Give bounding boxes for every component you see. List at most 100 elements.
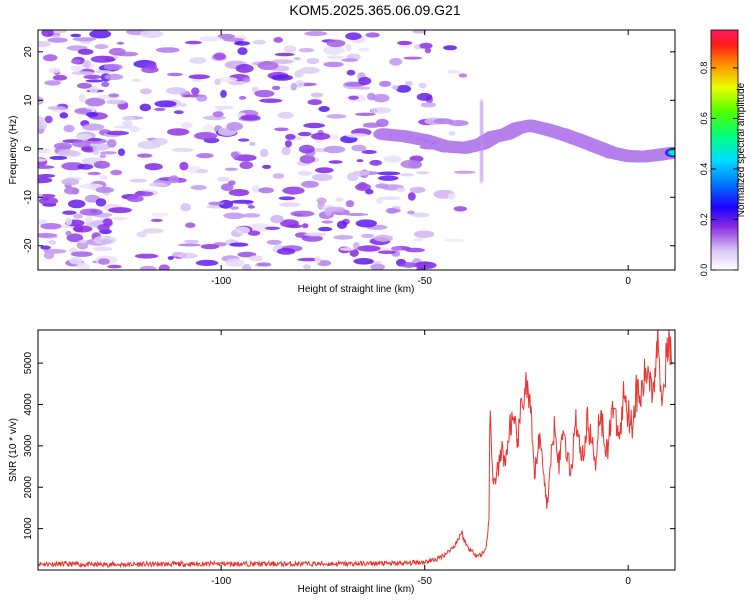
noise-blob xyxy=(154,107,166,111)
noise-blob xyxy=(94,44,109,50)
noise-blob xyxy=(85,97,106,107)
noise-blob xyxy=(383,155,402,163)
noise-blob xyxy=(240,114,261,121)
noise-blob xyxy=(147,63,157,70)
snr-x-label: Height of straight line (km) xyxy=(298,584,415,595)
noise-blob xyxy=(38,165,55,169)
noise-blob xyxy=(83,74,102,80)
noise-blob xyxy=(271,59,294,64)
noise-blob xyxy=(38,196,59,206)
noise-blob xyxy=(190,185,207,190)
noise-blob xyxy=(453,170,476,174)
noise-blob xyxy=(134,253,159,259)
noise-blob xyxy=(323,61,344,68)
x-tick-label: 0 xyxy=(625,276,631,287)
noise-blob xyxy=(352,170,370,176)
noise-blob xyxy=(38,174,55,178)
noise-blob xyxy=(229,242,249,247)
noise-blob xyxy=(43,251,55,260)
noise-blob xyxy=(140,265,156,270)
noise-blob xyxy=(61,178,80,186)
colorbar-tick-label: 0.4 xyxy=(699,163,709,176)
noise-blob xyxy=(259,148,269,158)
noise-blob xyxy=(52,74,68,81)
noise-blob xyxy=(414,237,424,242)
noise-blob xyxy=(229,206,240,210)
noise-blob xyxy=(345,200,355,208)
noise-blob xyxy=(200,244,220,250)
noise-blob xyxy=(79,208,103,216)
noise-blob xyxy=(299,154,316,164)
noise-blob xyxy=(395,187,406,192)
noise-blob xyxy=(184,40,202,45)
noise-blob xyxy=(171,147,194,153)
spectrogram-x-label: Height of straight line (km) xyxy=(298,284,415,295)
noise-blob xyxy=(345,32,362,40)
noise-blob xyxy=(166,128,190,136)
noise-blob xyxy=(188,74,210,80)
figure-title: KOM5.2025.365.06.09.G21 xyxy=(289,2,460,18)
noise-blob xyxy=(386,207,398,214)
noise-blob xyxy=(272,173,285,179)
noise-blob xyxy=(185,222,196,228)
noise-blob xyxy=(443,45,458,51)
noise-blob xyxy=(278,196,296,201)
noise-blob xyxy=(413,230,435,238)
noise-blob xyxy=(144,163,163,171)
noise-blob xyxy=(231,151,240,159)
noise-blob xyxy=(38,40,51,48)
noise-blob xyxy=(378,175,399,181)
noise-blob xyxy=(242,263,252,270)
noise-blob xyxy=(274,127,289,132)
noise-blob xyxy=(290,82,297,91)
noise-blob xyxy=(196,153,214,159)
noise-blob xyxy=(70,33,82,38)
noise-blob xyxy=(139,30,164,38)
noise-blob xyxy=(369,159,383,166)
noise-blob xyxy=(344,213,369,216)
colorbar-tick-label: 0.2 xyxy=(699,213,709,226)
noise-blob xyxy=(419,42,433,49)
noise-blob xyxy=(57,149,78,157)
noise-blob xyxy=(354,86,371,90)
noise-blob xyxy=(129,178,147,183)
spectrogram-heatmap xyxy=(38,30,675,270)
noise-blob xyxy=(95,198,107,207)
noise-blob xyxy=(136,231,148,238)
noise-blob xyxy=(106,130,129,136)
noise-blob xyxy=(214,78,221,86)
noise-blob xyxy=(324,207,332,216)
signal-track-segment xyxy=(668,150,675,156)
noise-blob xyxy=(424,47,432,54)
y-tick-label: 10 xyxy=(23,94,34,106)
noise-blob xyxy=(274,52,295,57)
spectrogram-y-ticks: -20 -10 0 10 20 xyxy=(23,46,675,253)
noise-blob xyxy=(351,144,367,152)
noise-blob xyxy=(311,132,331,140)
noise-blob xyxy=(137,153,153,158)
noise-blob xyxy=(180,122,193,129)
colorbar-label: Normalized spectral amplitude xyxy=(736,82,747,217)
noise-blob xyxy=(252,39,267,45)
noise-blob xyxy=(122,120,133,127)
noise-blob xyxy=(297,170,313,176)
noise-blob xyxy=(111,216,128,221)
noise-blob xyxy=(448,131,456,136)
noise-blob xyxy=(401,262,417,268)
noise-blob xyxy=(104,73,124,81)
noise-blob xyxy=(365,188,374,195)
noise-blob xyxy=(390,246,403,252)
noise-blob xyxy=(366,92,376,101)
colorbar-tick-label: 0.8 xyxy=(699,62,709,75)
noise-blob xyxy=(191,87,200,95)
noise-blob xyxy=(90,55,115,63)
noise-blob xyxy=(70,59,81,64)
noise-blob xyxy=(356,159,364,163)
noise-blob xyxy=(277,248,296,255)
noise-blob xyxy=(400,159,422,169)
noise-blob xyxy=(93,235,117,245)
noise-blob xyxy=(238,96,247,100)
noise-blob xyxy=(345,43,352,52)
noise-blob xyxy=(370,107,392,114)
noise-blob xyxy=(73,224,83,233)
